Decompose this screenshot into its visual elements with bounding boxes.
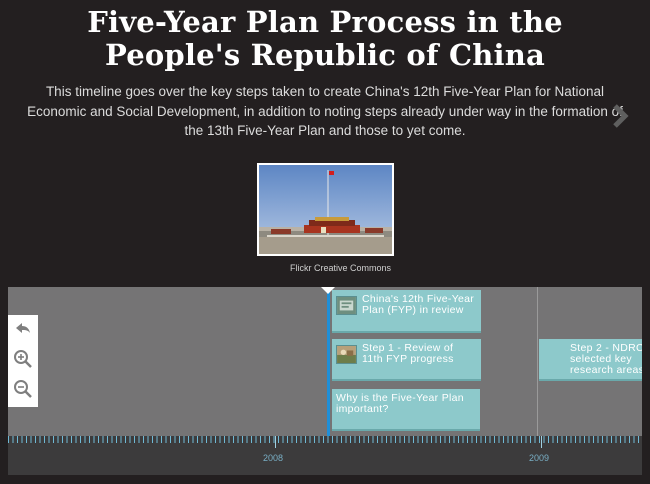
event-label: China's 12th Five-Year Plan (FYP) in rev…: [362, 293, 475, 316]
year-tick: [541, 436, 542, 448]
timeline-event-step-1[interactable]: Step 1 - Review of 11th FYP progress: [332, 339, 481, 381]
event-thumbnail: [336, 345, 357, 364]
zoom-out-button[interactable]: [13, 379, 33, 399]
timeline-navigator[interactable]: China's 12th Five-Year Plan (FYP) in rev…: [8, 287, 642, 475]
title-line-2: People's Republic of China: [104, 38, 546, 72]
timeline-ruler[interactable]: 2008 2009: [8, 436, 642, 475]
slide-image: [257, 163, 394, 256]
event-thumbnail: [336, 296, 357, 315]
timeline-event-step-2[interactable]: Step 2 - NDRC selected key research area…: [539, 339, 642, 381]
next-slide-button[interactable]: [611, 104, 631, 128]
ruler-ticks: [8, 436, 642, 443]
back-to-start-button[interactable]: [13, 319, 33, 339]
event-label: Step 1 - Review of 11th FYP progress: [362, 342, 454, 365]
chevron-right-icon: [613, 104, 629, 128]
page-title: Five-Year Plan Process in the People's R…: [0, 6, 650, 72]
zoom-in-icon: [14, 350, 32, 368]
image-credit: Flickr Creative Commons: [290, 263, 392, 273]
event-marker: [537, 287, 538, 437]
back-arrow-icon: [16, 323, 30, 333]
active-event-marker: [327, 287, 330, 437]
title-line-1: Five-Year Plan Process in the: [87, 5, 563, 39]
year-label-2008: 2008: [263, 453, 284, 463]
timeline-description: This timeline goes over the key steps ta…: [27, 84, 623, 138]
zoom-out-icon: [14, 380, 32, 398]
event-label: Why is the Five-Year Plan important?: [336, 392, 464, 415]
timeline-controls: [8, 315, 38, 407]
event-label: Step 2 - NDRC selected key research area…: [570, 342, 642, 376]
year-label-2009: 2009: [529, 453, 550, 463]
current-position-pointer: [321, 287, 335, 294]
timeline-event-why-important[interactable]: Why is the Five-Year Plan important?: [332, 389, 480, 431]
zoom-in-button[interactable]: [13, 349, 33, 369]
year-tick: [275, 436, 276, 448]
timeline-event-fyp-review[interactable]: China's 12th Five-Year Plan (FYP) in rev…: [332, 290, 481, 333]
